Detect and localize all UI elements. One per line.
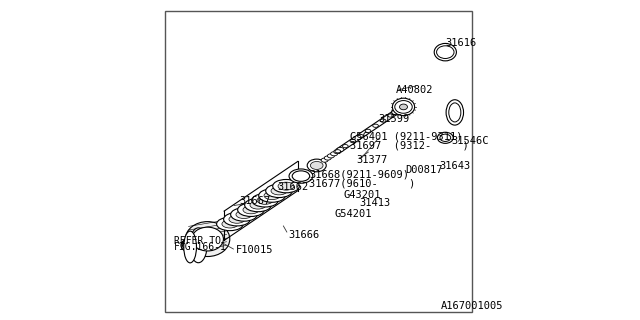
Text: G54201: G54201 — [334, 209, 372, 219]
Text: 31546C: 31546C — [452, 136, 489, 146]
Text: 31697  (9312-     ): 31697 (9312- ) — [350, 141, 469, 151]
Ellipse shape — [449, 103, 461, 122]
Ellipse shape — [310, 162, 323, 169]
Ellipse shape — [365, 129, 371, 132]
Text: 31662: 31662 — [277, 182, 308, 192]
Ellipse shape — [434, 44, 456, 61]
Ellipse shape — [392, 98, 415, 116]
Ellipse shape — [342, 145, 348, 148]
Text: 31677(9610-     ): 31677(9610- ) — [309, 179, 415, 189]
Ellipse shape — [358, 134, 364, 138]
Text: 31666: 31666 — [288, 229, 319, 240]
Text: 31667: 31667 — [239, 196, 270, 206]
Ellipse shape — [230, 208, 257, 221]
Text: 31668(9211-9609): 31668(9211-9609) — [309, 169, 409, 179]
Text: 31616: 31616 — [445, 38, 477, 48]
Ellipse shape — [350, 140, 356, 143]
Text: 31413: 31413 — [360, 198, 391, 208]
Ellipse shape — [335, 150, 340, 153]
Ellipse shape — [257, 196, 273, 204]
Text: G56401 (9211-9311): G56401 (9211-9311) — [350, 131, 463, 141]
Ellipse shape — [184, 231, 196, 263]
Ellipse shape — [278, 182, 294, 190]
Ellipse shape — [289, 169, 313, 183]
Ellipse shape — [440, 134, 451, 141]
Text: 31377: 31377 — [356, 155, 388, 165]
Ellipse shape — [223, 212, 250, 226]
Text: G43201: G43201 — [344, 190, 381, 200]
Text: D00817: D00817 — [406, 164, 443, 174]
Ellipse shape — [372, 124, 378, 127]
Ellipse shape — [395, 100, 412, 113]
Ellipse shape — [186, 222, 230, 257]
Ellipse shape — [337, 148, 344, 152]
Ellipse shape — [292, 171, 310, 181]
Ellipse shape — [182, 236, 217, 253]
Text: 31643: 31643 — [439, 161, 470, 171]
Text: FIG.166-1: FIG.166-1 — [174, 242, 227, 252]
Ellipse shape — [229, 215, 245, 223]
Ellipse shape — [321, 158, 328, 162]
Ellipse shape — [399, 104, 408, 110]
Ellipse shape — [331, 152, 337, 156]
Ellipse shape — [184, 235, 218, 252]
Ellipse shape — [437, 132, 453, 143]
Text: REFER TO: REFER TO — [174, 236, 221, 246]
Ellipse shape — [436, 46, 454, 59]
Text: A40802: A40802 — [396, 85, 434, 95]
Ellipse shape — [259, 189, 285, 202]
Ellipse shape — [222, 220, 238, 228]
Ellipse shape — [333, 149, 340, 154]
Ellipse shape — [236, 211, 252, 219]
Ellipse shape — [307, 159, 326, 172]
Ellipse shape — [446, 100, 463, 125]
Ellipse shape — [252, 194, 278, 207]
Ellipse shape — [189, 228, 207, 263]
Ellipse shape — [244, 198, 271, 212]
Ellipse shape — [216, 217, 243, 231]
Text: 31599: 31599 — [379, 114, 410, 124]
Text: F10015: F10015 — [236, 245, 273, 255]
Ellipse shape — [388, 114, 394, 117]
Ellipse shape — [264, 192, 280, 200]
Ellipse shape — [324, 156, 332, 160]
Ellipse shape — [271, 187, 287, 195]
Text: A167001005: A167001005 — [440, 301, 503, 311]
Ellipse shape — [328, 154, 335, 158]
Ellipse shape — [273, 180, 300, 193]
Ellipse shape — [250, 201, 266, 209]
Ellipse shape — [181, 236, 216, 254]
Ellipse shape — [392, 110, 399, 115]
Ellipse shape — [192, 227, 223, 251]
Ellipse shape — [243, 206, 259, 214]
Ellipse shape — [380, 119, 386, 122]
Ellipse shape — [266, 184, 292, 197]
Ellipse shape — [237, 203, 264, 216]
